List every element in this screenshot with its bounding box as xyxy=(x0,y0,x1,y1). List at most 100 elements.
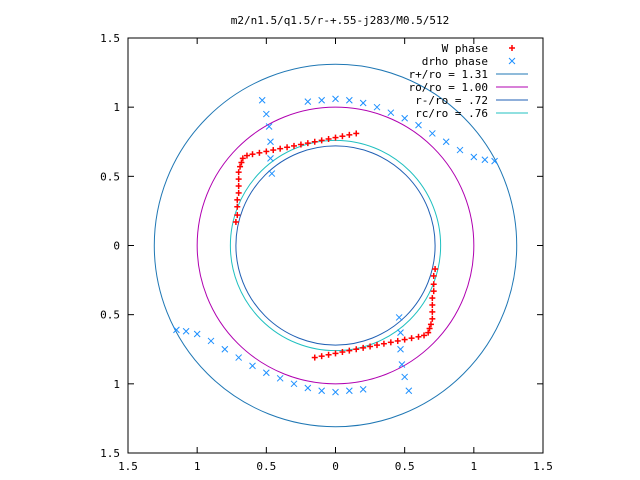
data-point xyxy=(265,123,273,130)
data-point xyxy=(346,131,353,138)
data-point xyxy=(234,196,241,203)
data-point xyxy=(249,362,256,370)
data-point xyxy=(234,212,241,219)
data-point xyxy=(387,109,395,117)
data-point xyxy=(232,218,239,225)
y-tick-label: 1 xyxy=(113,378,120,391)
data-point xyxy=(297,141,304,148)
data-point xyxy=(394,337,401,344)
data-point xyxy=(258,96,266,104)
series-drho-phase xyxy=(173,95,498,396)
data-point xyxy=(339,133,346,140)
data-point xyxy=(426,325,433,332)
legend-swatch xyxy=(509,45,515,51)
data-point xyxy=(290,380,298,388)
y-tick-label: 0.5 xyxy=(100,309,120,322)
data-point xyxy=(234,203,241,210)
x-tick-label: 1.5 xyxy=(533,460,553,473)
data-point xyxy=(284,144,291,151)
y-tick-label: 1 xyxy=(113,101,120,114)
legend-label: r+/ro = 1.31 xyxy=(409,68,488,81)
circle-series-r-ro-72 xyxy=(235,145,436,346)
data-layer xyxy=(153,63,518,428)
data-point xyxy=(243,152,250,159)
legend-entry: W phase xyxy=(442,42,515,55)
legend-entry: r-/ro = .72 xyxy=(415,94,528,107)
data-point xyxy=(429,295,436,302)
data-point xyxy=(359,386,367,393)
data-point xyxy=(339,349,346,356)
data-point xyxy=(325,135,332,142)
data-point xyxy=(270,147,277,154)
data-point xyxy=(249,151,256,158)
data-point xyxy=(237,163,244,170)
data-point xyxy=(401,373,409,381)
x-tick-label: 0 xyxy=(332,460,339,473)
data-point xyxy=(401,336,408,343)
legend-label: ro/ro = 1.00 xyxy=(409,81,488,94)
data-point xyxy=(221,345,229,353)
data-point xyxy=(304,98,312,105)
data-point xyxy=(442,138,450,146)
legend-entry: r+/ro = 1.31 xyxy=(409,68,528,81)
data-point xyxy=(415,121,422,129)
y-tick-label: 1.5 xyxy=(100,447,120,460)
data-point xyxy=(430,281,437,288)
data-point xyxy=(238,159,245,166)
circle-series-ro-ro-1-00 xyxy=(196,106,475,385)
legend-label: r-/ro = .72 xyxy=(415,94,488,107)
legend-swatch xyxy=(508,57,516,65)
legend-label: rc/ro = .76 xyxy=(415,107,488,120)
data-point xyxy=(235,176,242,183)
data-point xyxy=(318,387,326,395)
x-tick-label: 0.5 xyxy=(256,460,276,473)
data-point xyxy=(415,333,422,340)
y-tick-label: 1.5 xyxy=(100,32,120,45)
data-point xyxy=(470,153,478,161)
y-tick-label: 0 xyxy=(113,240,120,253)
data-point xyxy=(425,329,432,336)
data-point xyxy=(428,130,436,137)
x-tick-label: 1 xyxy=(471,460,478,473)
data-point xyxy=(332,350,339,357)
data-point xyxy=(345,96,353,104)
y-axis-ticks: 1.5 1 0.5 0 0.5 1 1.5 xyxy=(100,32,543,460)
data-point xyxy=(239,155,246,162)
data-point xyxy=(318,96,326,104)
legend-entry: rc/ro = .76 xyxy=(415,107,528,120)
legend-entry: ro/ro = 1.00 xyxy=(409,81,528,94)
data-point xyxy=(397,345,404,353)
data-point xyxy=(193,330,201,338)
data-point xyxy=(235,183,242,190)
data-point xyxy=(291,142,297,149)
x-axis-ticks: 1.5 1 0.5 0 0.5 1 1.5 xyxy=(118,38,553,473)
data-point xyxy=(235,169,242,176)
data-point xyxy=(311,138,318,145)
data-point xyxy=(268,170,276,177)
data-point xyxy=(421,332,428,339)
data-point xyxy=(373,103,381,111)
data-point xyxy=(235,354,243,361)
data-point xyxy=(429,301,436,308)
data-point xyxy=(318,137,325,144)
data-point xyxy=(325,351,332,358)
x-tick-label: 1 xyxy=(194,460,201,473)
data-point xyxy=(304,140,311,147)
data-point xyxy=(346,347,353,354)
data-point xyxy=(276,374,284,382)
data-point xyxy=(277,145,284,152)
y-tick-label: 0.5 xyxy=(100,170,120,183)
data-point xyxy=(332,95,339,103)
series-w-phase xyxy=(232,130,439,361)
data-point xyxy=(332,388,339,396)
data-point xyxy=(481,156,489,164)
legend-entry: drho phase xyxy=(422,55,516,68)
data-point xyxy=(235,189,242,196)
data-point xyxy=(397,329,404,337)
data-point xyxy=(408,335,415,342)
x-tick-label: 0.5 xyxy=(395,460,415,473)
data-point xyxy=(207,337,215,345)
circle-series-r-ro-1-31 xyxy=(153,63,518,428)
